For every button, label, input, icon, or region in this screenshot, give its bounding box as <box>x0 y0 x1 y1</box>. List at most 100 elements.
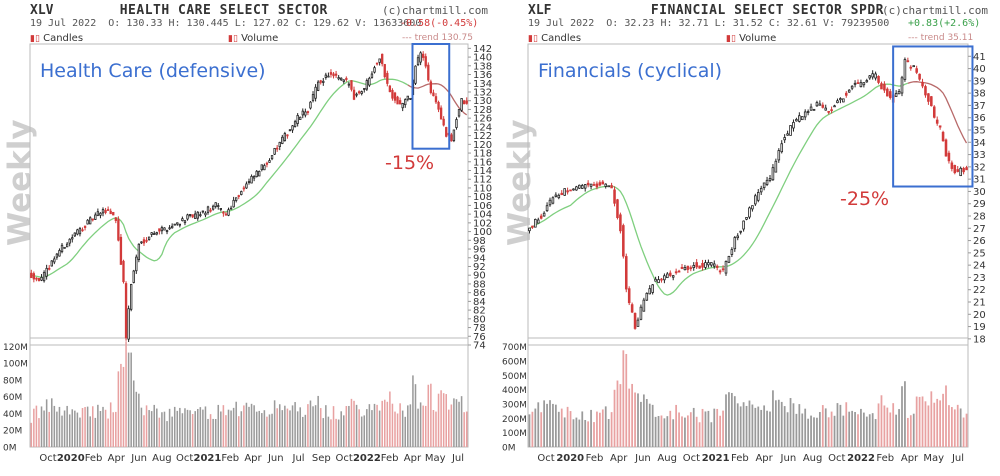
volume-bar <box>296 411 299 447</box>
source-credit: (c)chartmill.com <box>882 4 988 17</box>
volume-bar <box>343 415 345 447</box>
volume-bar <box>675 404 678 447</box>
candle-legend-icon: ▮▯ <box>528 34 538 44</box>
candle-body <box>209 209 212 212</box>
candle-body <box>534 218 537 228</box>
candle-body <box>874 73 877 79</box>
volume-bar <box>240 411 243 447</box>
volume-bar <box>74 410 76 447</box>
volume-bar <box>445 394 447 447</box>
candle-body <box>104 209 107 213</box>
volume-tick-label: 120M <box>3 343 28 353</box>
candle-body <box>30 272 33 279</box>
candle-body <box>762 182 766 189</box>
candle-body <box>94 214 97 220</box>
volume-bar <box>35 405 38 447</box>
candle-body <box>742 220 745 230</box>
y-tick-label: 33 <box>973 150 986 161</box>
candle-body <box>839 98 842 101</box>
candle-body <box>754 195 757 205</box>
volume-bar <box>115 411 117 447</box>
candle-body <box>296 115 299 124</box>
candle-body <box>736 235 740 239</box>
candle-body <box>666 273 669 279</box>
candle-body <box>250 175 253 184</box>
symbol: XLF <box>528 3 552 18</box>
candle-body <box>263 165 266 171</box>
legend-volume[interactable]: ▮▯ Volume <box>726 33 776 44</box>
candle-body <box>142 239 146 244</box>
x-tick-label: Sep <box>312 453 331 464</box>
candle-body <box>155 232 158 235</box>
candle-body <box>707 262 710 266</box>
candle-body <box>352 89 356 100</box>
volume-bar <box>271 413 273 447</box>
candle-body <box>150 232 153 235</box>
volume-bar <box>325 405 327 447</box>
legend-volume[interactable]: ▮▯ Volume <box>228 33 278 44</box>
y-tick-label: 142 <box>473 44 492 55</box>
volume-bar <box>373 403 376 447</box>
volume-bar <box>666 416 669 447</box>
volume-bar <box>322 418 325 447</box>
volume-bar <box>127 352 130 447</box>
candle-body <box>124 283 128 339</box>
legend-candles-label: Candles <box>43 33 84 44</box>
volume-bar <box>156 408 158 447</box>
volume-bar <box>130 352 132 447</box>
chart-panel-xlv: XLV HEALTH CARE SELECT SECTOR (c)chartmi… <box>2 3 492 464</box>
volume-bar <box>258 410 261 447</box>
candle-body <box>442 118 445 126</box>
legend-candles[interactable]: ▮▯ Candles <box>30 33 83 44</box>
candle-body <box>542 212 546 217</box>
candle-body <box>759 187 763 193</box>
candle-body <box>680 266 684 269</box>
volume-bar <box>102 406 104 447</box>
candle-body <box>204 212 207 216</box>
volume-bar <box>763 405 766 447</box>
y-tick-label: 124 <box>473 122 492 133</box>
candle-body <box>396 96 399 105</box>
candle-body <box>347 83 351 86</box>
candle-body <box>270 155 274 160</box>
candle-body <box>60 244 64 253</box>
volume-bar <box>730 392 733 447</box>
candle-body <box>350 80 353 90</box>
volume-bar <box>399 403 401 447</box>
candle-body <box>391 89 394 99</box>
volume-bar <box>212 418 214 447</box>
candle-body <box>900 77 904 94</box>
candle-body <box>217 205 220 207</box>
volume-bar <box>839 404 842 447</box>
volume-legend-icon: ▮▯ <box>228 34 238 44</box>
candle-body <box>833 105 836 108</box>
candle-body <box>868 75 872 79</box>
volume-bar <box>901 386 903 447</box>
x-tick-label: Jun <box>780 453 797 464</box>
x-tick-label: Feb <box>586 453 604 464</box>
volume-bar <box>51 398 53 447</box>
volume-bar <box>904 381 906 447</box>
x-tick-label: Jun <box>267 453 284 464</box>
volume-bar <box>921 396 924 447</box>
candle-body <box>247 181 251 183</box>
x-tick-label: 2020 <box>556 453 584 464</box>
volume-bar <box>854 411 856 447</box>
volume-bar <box>207 418 209 447</box>
candle-body <box>191 214 194 218</box>
volume-bar <box>924 401 927 447</box>
candle-body <box>78 228 82 235</box>
volume-bar <box>263 410 266 447</box>
y-tick-label: 18 <box>973 334 986 345</box>
candle-body <box>147 236 151 240</box>
candle-body <box>109 210 112 215</box>
volume-bar <box>684 417 686 447</box>
candle-body <box>306 111 310 113</box>
x-tick-label: Feb <box>85 453 103 464</box>
volume-bar <box>654 416 657 447</box>
volume-bar <box>53 405 56 447</box>
candle-body <box>357 91 361 94</box>
legend-candles[interactable]: ▮▯ Candles <box>528 33 581 44</box>
candle-body <box>663 275 666 281</box>
y-tick-label: 92 <box>473 262 486 273</box>
